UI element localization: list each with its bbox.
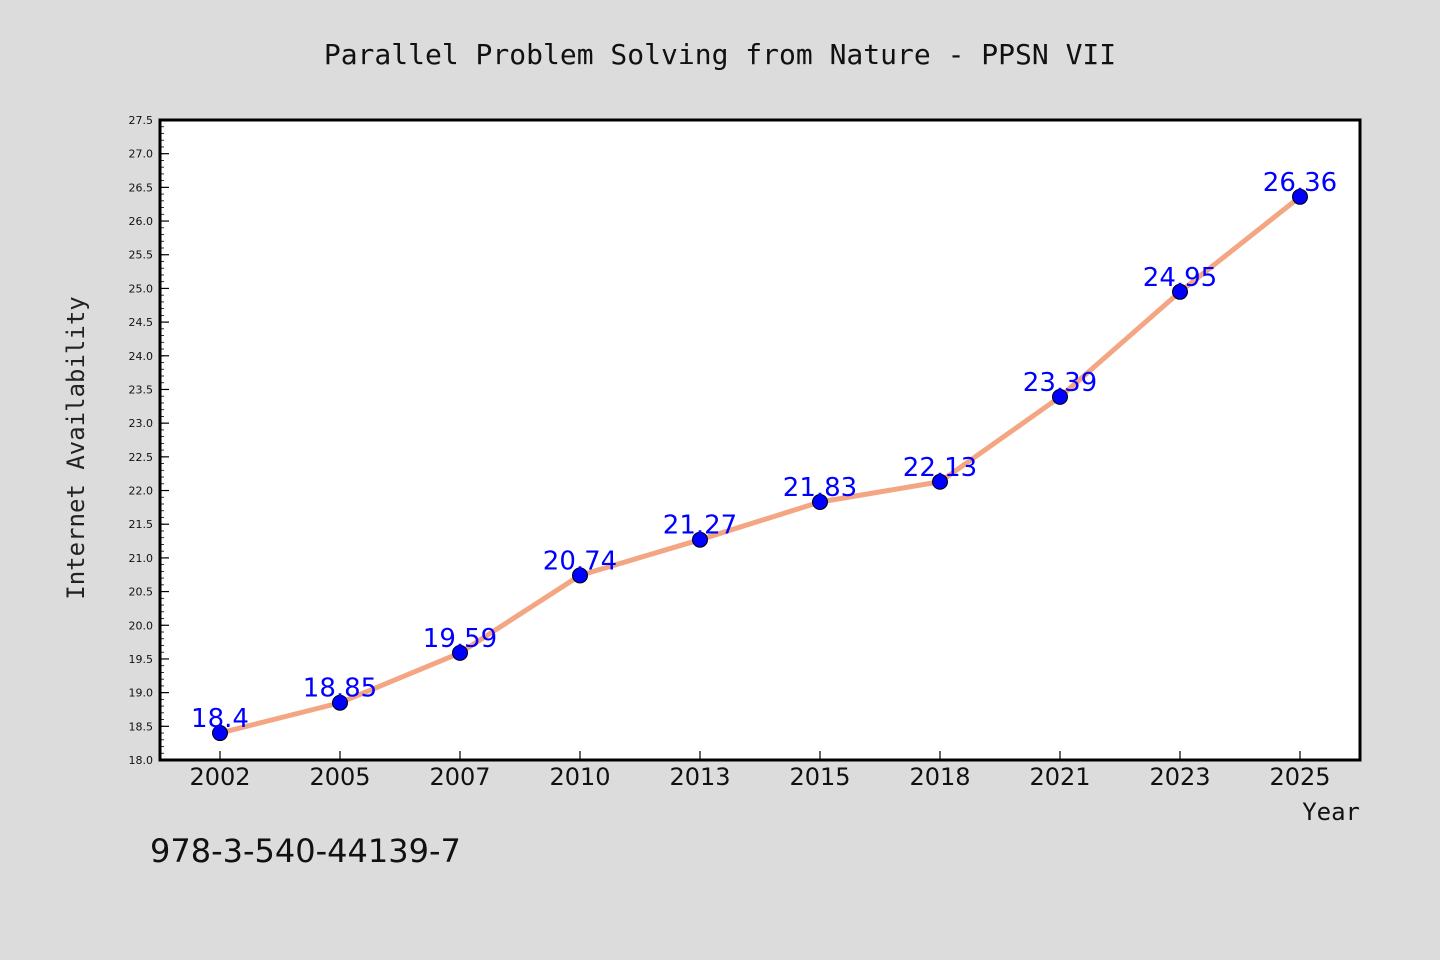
- y-tick-label: 19.5: [129, 653, 154, 666]
- x-axis: 2002 2005 2007 2010 2013 2015 2018 2021 2023 2025: [189, 751, 1331, 791]
- y-axis-label: Internet Availability: [62, 296, 90, 599]
- y-tick-label: 27.0: [129, 148, 154, 161]
- y-tick-label: 23.0: [129, 417, 154, 430]
- data-point: [1172, 283, 1188, 300]
- data-point: [1052, 388, 1068, 405]
- y-tick-label: 20.5: [129, 586, 154, 599]
- y-tick-label: 21.5: [129, 518, 154, 531]
- x-tick-label: 2021: [1029, 763, 1090, 791]
- data-point: [1292, 188, 1308, 205]
- data-point: [332, 694, 348, 711]
- x-tick-label: 2018: [909, 763, 970, 791]
- x-tick-label: 2007: [429, 763, 490, 791]
- data-label: 18.85: [303, 674, 377, 704]
- x-tick-label: 2002: [189, 763, 250, 791]
- x-tick-label: 2010: [549, 763, 610, 791]
- y-tick-label: 24.5: [129, 316, 154, 329]
- data-label: 18.4: [191, 704, 249, 734]
- y-axis: 18.0 18.5 19.0 19.5 20.0 20.5 21.0 21.5 22.0 22.5…: [129, 114, 169, 767]
- data-label: 19.59: [423, 624, 497, 654]
- data-point: [812, 493, 828, 510]
- y-tick-label: 24.0: [129, 350, 154, 363]
- y-tick-label: 19.0: [129, 687, 154, 700]
- x-tick-label: 2015: [789, 763, 850, 791]
- isbn-text: 978-3-540-44139-7: [150, 832, 461, 870]
- data-label: 22.13: [903, 453, 977, 483]
- data-point: [452, 644, 468, 661]
- y-tick-label: 27.5: [129, 114, 154, 127]
- x-tick-label: 2013: [669, 763, 730, 791]
- data-label: 23.39: [1023, 368, 1097, 398]
- data-label: 21.27: [663, 511, 737, 541]
- data-label: 21.83: [783, 473, 857, 503]
- x-tick-label: 2025: [1269, 763, 1330, 791]
- y-tick-label: 21.0: [129, 552, 154, 565]
- data-point: [692, 531, 708, 548]
- y-tick-label: 20.0: [129, 619, 154, 632]
- x-tick-label: 2005: [309, 763, 370, 791]
- data-label: 26.36: [1263, 168, 1337, 198]
- y-tick-label: 22.0: [129, 485, 154, 498]
- y-tick-label: 23.5: [129, 383, 154, 396]
- data-points: 18.4 18.85 19.59 20.74 21.27 21.83 22.13 23.39 2…: [191, 168, 1337, 742]
- y-tick-label: 18.5: [129, 720, 154, 733]
- chart-title: Parallel Problem Solving from Nature - P…: [324, 38, 1116, 71]
- data-label: 24.95: [1143, 263, 1217, 293]
- y-tick-label: 18.0: [129, 754, 154, 767]
- data-point: [932, 473, 948, 490]
- y-tick-label: 26.0: [129, 215, 154, 228]
- plot-area: [158, 118, 1362, 762]
- data-point: [212, 725, 228, 742]
- data-point: [572, 567, 588, 584]
- series-line: [219, 194, 1302, 736]
- data-label: 20.74: [543, 546, 617, 576]
- y-tick-label: 26.5: [129, 181, 154, 194]
- y-tick-label: 25.0: [129, 282, 154, 295]
- x-axis-label: Year: [1302, 798, 1360, 826]
- y-tick-label: 22.5: [129, 451, 154, 464]
- y-tick-label: 25.5: [129, 249, 154, 262]
- x-tick-label: 2023: [1149, 763, 1210, 791]
